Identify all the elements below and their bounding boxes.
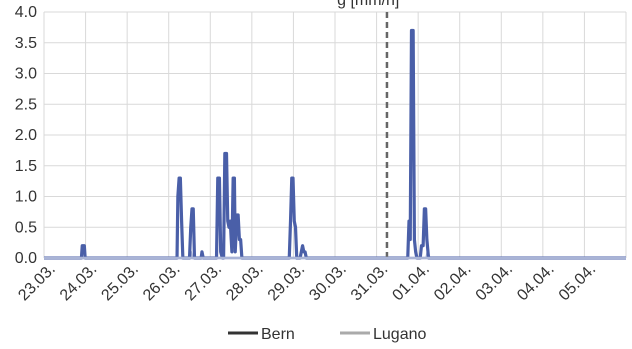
x-tick-label: 28.03. (223, 261, 266, 304)
y-tick-label: 1.0 (15, 189, 37, 206)
legend-label-lugano: Lugano (373, 326, 426, 343)
legend: Bern Lugano (228, 326, 426, 343)
x-tick-label: 29.03. (265, 261, 308, 304)
y-tick-label: 4.0 (15, 4, 37, 21)
x-tick-label: 05.04. (556, 261, 599, 304)
x-tick-label: 30.03. (306, 261, 349, 304)
x-tick-label: 31.03. (348, 261, 391, 304)
x-tick-label: 03.04. (473, 261, 516, 304)
x-tick-label: 23.03. (15, 261, 58, 304)
y-axis-ticks: 0.0 0.5 1.0 1.5 2.0 2.5 3.0 3.5 4.0 (15, 4, 37, 267)
x-tick-label: 24.03. (57, 261, 100, 304)
chart-title: g [mm/h] (337, 0, 399, 9)
y-tick-label: 3.0 (15, 66, 37, 83)
y-tick-label: 2.5 (15, 96, 37, 113)
y-tick-label: 3.5 (15, 35, 37, 52)
y-tick-label: 1.5 (15, 158, 37, 175)
x-tick-label: 26.03. (140, 261, 183, 304)
y-tick-label: 2.0 (15, 127, 37, 144)
x-tick-label: 25.03. (98, 261, 141, 304)
y-tick-label: 0.5 (15, 219, 37, 236)
y-tick-label: 0.0 (15, 250, 37, 267)
series-line-bern (44, 28, 626, 260)
x-tick-label: 01.04. (389, 261, 432, 304)
grid-layer (43, 11, 627, 259)
x-tick-label: 27.03. (182, 261, 225, 304)
x-tick-label: 02.04. (431, 261, 474, 304)
legend-label-bern: Bern (261, 326, 295, 343)
x-axis-ticks: 23.03.24.03.25.03.26.03.27.03.28.03.29.0… (15, 261, 599, 304)
x-tick-label: 04.04. (514, 261, 557, 304)
